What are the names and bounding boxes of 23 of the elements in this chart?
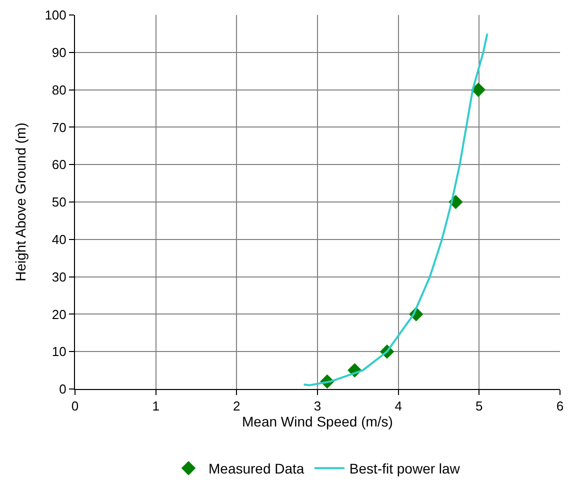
x-tick-label: 1 (152, 398, 160, 414)
y-tick-label: 50 (52, 194, 66, 210)
legend-label: Measured Data (208, 460, 304, 477)
y-axis-title: Height Above Ground (m) (12, 122, 28, 282)
y-tick-label: 40 (52, 232, 66, 247)
y-tick-label: 0 (59, 382, 66, 397)
x-tick-label: 4 (394, 398, 402, 414)
x-tick-label: 6 (556, 398, 564, 414)
legend-label: Best-fit power law (349, 460, 461, 477)
x-tick-label: 0 (71, 398, 79, 414)
y-tick-label: 90 (52, 44, 66, 60)
y-tick-label: 10 (52, 344, 66, 360)
y-tick-label: 20 (52, 306, 66, 322)
y-tick-label: 70 (52, 120, 66, 135)
x-tick-label: 3 (314, 398, 322, 414)
y-tick-label: 30 (52, 269, 66, 284)
point (471, 82, 486, 97)
y-tick-label: 80 (52, 82, 66, 98)
y-tick-label: 60 (52, 157, 66, 172)
x-tick-label: 2 (233, 398, 240, 414)
y-tick-label: 100 (44, 8, 66, 23)
x-axis-title: Mean Wind Speed (m/s) (242, 414, 393, 430)
x-tick-label: 5 (476, 398, 483, 414)
